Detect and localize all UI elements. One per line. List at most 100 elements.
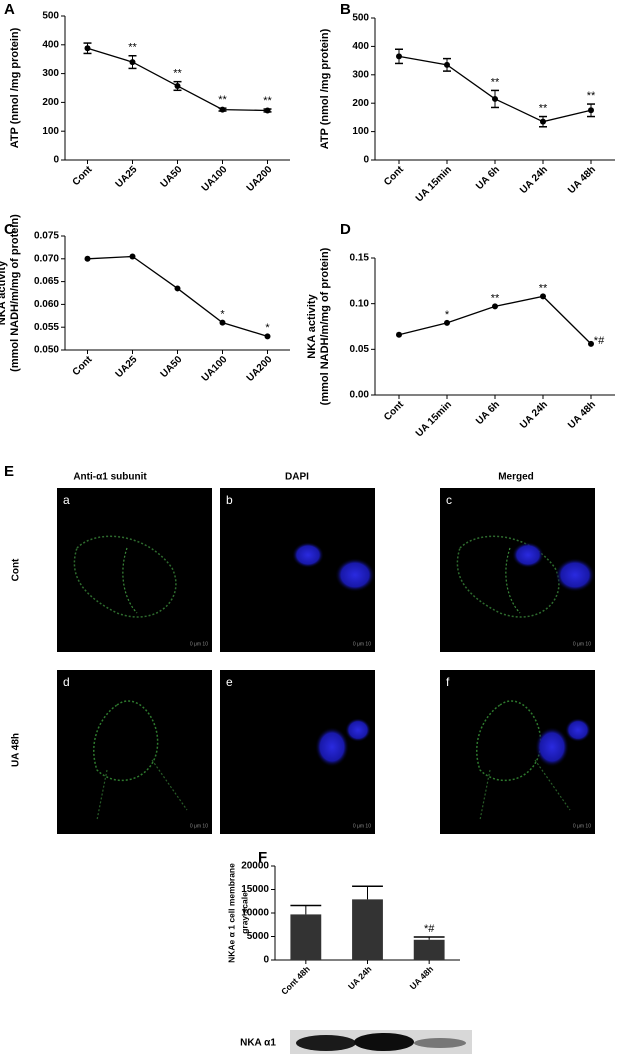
micrograph: c 0 μm 10	[440, 488, 595, 652]
point	[588, 340, 594, 347]
y-tick-label: 5000	[247, 931, 270, 942]
scale-label: 0 μm 10	[353, 641, 371, 647]
y-axis-label: ATP (nmol /mg protein)	[319, 28, 331, 149]
y-axis-label: NKA activity	[0, 260, 8, 325]
y-tick-label: 0	[363, 155, 369, 166]
panel-letter: B	[340, 1, 351, 18]
nucleus	[565, 718, 591, 742]
sublabel: f	[446, 675, 450, 689]
annotation: *#	[594, 335, 605, 347]
point	[219, 319, 226, 326]
x-tick-label: Cont 48h	[279, 964, 312, 997]
line	[87, 255, 268, 337]
column-title: Anti-α1 subunit	[73, 472, 147, 483]
membrane-stain	[476, 700, 542, 781]
nucleus	[512, 542, 544, 568]
x-tick-label: UA50	[159, 354, 185, 380]
sublabel: c	[446, 493, 452, 507]
sublabel: d	[63, 675, 70, 689]
row-label: UA 48h	[11, 733, 22, 767]
y-tick-label: 0.065	[34, 276, 59, 287]
nucleus	[345, 718, 371, 742]
x-tick-label: UA25	[114, 164, 140, 190]
annotation: **	[539, 102, 548, 114]
x-tick-label: Cont	[71, 354, 95, 378]
y-tick-label: 400	[42, 39, 59, 50]
panel-letter: C	[4, 221, 15, 238]
micrograph: d 0 μm 10	[57, 670, 212, 834]
point	[396, 331, 402, 338]
y-tick-label: 0	[53, 155, 59, 166]
y-tick-label: 300	[42, 68, 59, 79]
y-tick-label: 0.075	[34, 231, 59, 242]
point	[444, 319, 450, 326]
membrane-stain	[479, 759, 571, 821]
nucleus	[335, 558, 375, 592]
image-frame	[57, 670, 212, 834]
point	[444, 61, 450, 68]
micrograph: b 0 μm 10	[220, 488, 375, 652]
x-tick-label: UA100	[200, 164, 230, 194]
x-tick-label: UA100	[200, 354, 230, 384]
y-tick-label: 10000	[241, 908, 269, 919]
point	[84, 255, 91, 262]
point	[129, 59, 136, 66]
membrane-stain	[122, 547, 138, 614]
point	[540, 118, 546, 125]
y-axis-label: (mmol NADH/m/mg of protein)	[9, 214, 21, 372]
point	[264, 333, 271, 340]
point	[540, 293, 546, 300]
annotation: *	[445, 309, 450, 321]
micrograph: a 0 μm 10	[57, 488, 212, 652]
x-tick-label: UA50	[159, 164, 185, 190]
scale-label: 0 μm 10	[190, 823, 208, 829]
x-tick-label: UA 48h	[408, 964, 436, 992]
membrane-stain	[73, 535, 177, 618]
y-axis-label: gray scale	[239, 892, 249, 934]
column-title: DAPI	[285, 472, 309, 483]
panel-letter: A	[4, 1, 15, 18]
annotation: *	[220, 309, 225, 321]
y-tick-label: 0.070	[34, 253, 59, 264]
bar	[413, 939, 445, 960]
panel-letter: E	[4, 463, 14, 480]
x-tick-label: UA 48h	[566, 399, 598, 431]
x-tick-label: UA 15min	[414, 399, 454, 439]
line	[398, 55, 592, 123]
y-tick-label: 300	[352, 69, 369, 80]
point	[492, 303, 498, 310]
point	[174, 285, 181, 292]
annotation: **	[218, 94, 227, 106]
blot-band	[414, 1038, 466, 1048]
y-axis-label: (mmol NADH/m/mg of protein)	[319, 247, 331, 405]
scale-label: 0 μm 10	[190, 641, 208, 647]
y-tick-label: 200	[352, 98, 369, 109]
point	[129, 253, 136, 260]
y-tick-label: 0.050	[34, 345, 59, 356]
y-tick-label: 200	[42, 97, 59, 108]
annotation: **	[491, 76, 500, 88]
sublabel: e	[226, 675, 233, 689]
x-tick-label: UA 48h	[566, 164, 598, 196]
y-axis-label: NKA activity	[306, 293, 318, 358]
x-tick-label: UA 6h	[474, 399, 502, 427]
annotation: **	[539, 282, 548, 294]
y-tick-label: 500	[42, 11, 59, 22]
scale-label: 0 μm 10	[353, 823, 371, 829]
x-tick-label: UA200	[245, 164, 275, 194]
nucleus	[535, 727, 569, 767]
micrographs: a 0 μm 10 b 0 μm 10 c 0 μm 10 d 0 μm 10 e 0 μm 10…	[57, 488, 595, 834]
blot-label: NKA α1	[240, 1038, 276, 1049]
y-tick-label: 0.00	[350, 390, 370, 401]
column-title: Merged	[498, 472, 534, 483]
blot-band	[296, 1035, 356, 1051]
y-axis-label: ATP (nmol /mg protein)	[9, 27, 21, 148]
nucleus	[315, 727, 349, 767]
y-tick-label: 15000	[241, 884, 269, 895]
panel-letter: F	[258, 849, 267, 866]
x-tick-label: UA 24h	[518, 164, 550, 196]
membrane-stain	[456, 535, 560, 618]
annotation: **	[263, 95, 272, 107]
membrane-stain	[93, 700, 159, 781]
